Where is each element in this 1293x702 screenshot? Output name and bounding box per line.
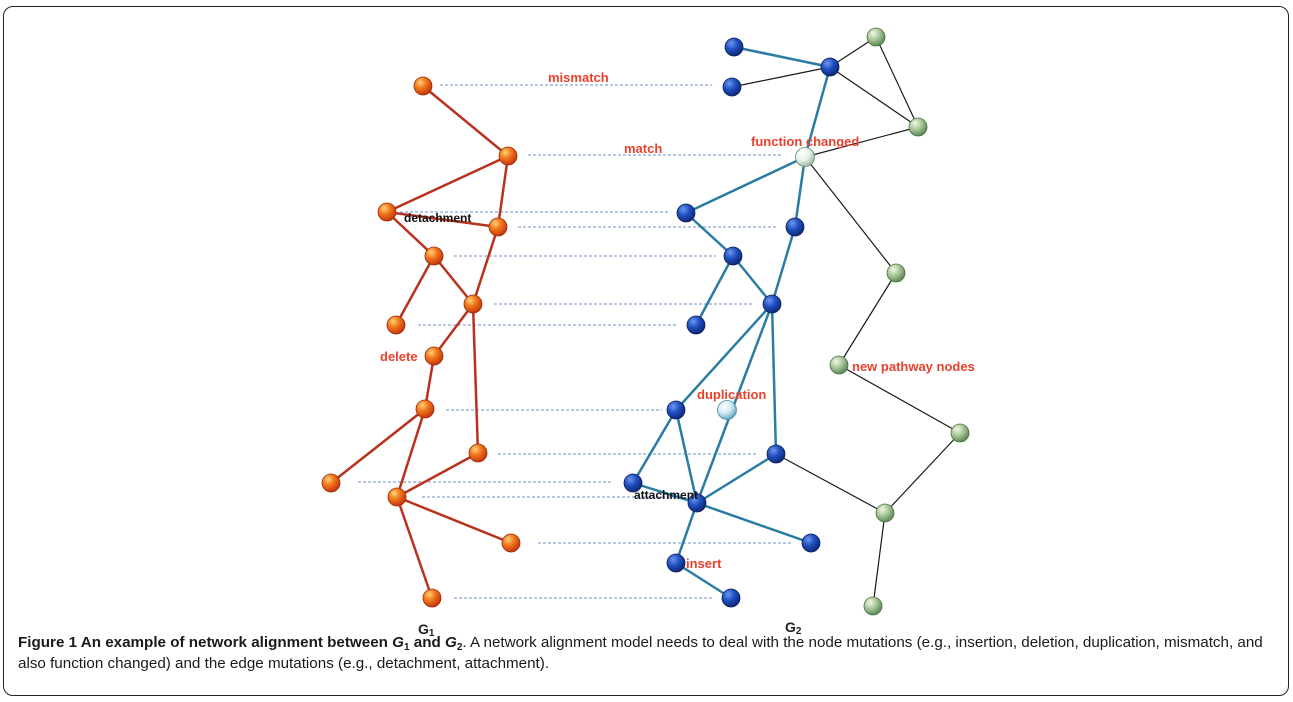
g2-nodes: [623, 37, 840, 608]
g1-node: [424, 346, 444, 366]
g1-node: [498, 146, 518, 166]
figure-frame: [3, 6, 1289, 696]
g2-node: [766, 444, 786, 464]
duplication-node: [717, 400, 737, 420]
g2-node: [666, 553, 686, 573]
g1-node: [415, 399, 435, 419]
g1-node: [463, 294, 483, 314]
g1-node: [377, 202, 397, 222]
g2-node: [687, 493, 707, 513]
label-match: match: [624, 141, 662, 156]
g1-node: [422, 588, 442, 608]
new-pathway-node: [886, 263, 906, 283]
g1-node: [386, 315, 406, 335]
caption-and: and: [409, 634, 445, 651]
new-pathway-node: [829, 355, 849, 375]
g1-node: [321, 473, 341, 493]
graph-label-g2: G2: [785, 619, 802, 637]
label-new-pathway-nodes: new pathway nodes: [852, 359, 975, 374]
g1-node: [488, 217, 508, 237]
g1-node: [413, 76, 433, 96]
figure-caption: Figure 1 An example of network alignment…: [18, 632, 1280, 674]
caption-sub2: 2: [456, 642, 463, 653]
g2-node: [686, 315, 706, 335]
g1-edges: [330, 85, 512, 599]
g2-node: [785, 217, 805, 237]
caption-sub1: 1: [403, 642, 410, 653]
new-pathway-node: [863, 596, 883, 616]
caption-body: A network alignment model needs to deal …: [18, 634, 1263, 672]
new-pathway-node: [908, 117, 928, 137]
label-duplication: duplication: [697, 387, 766, 402]
g2-node: [723, 246, 743, 266]
label-attachment: attachment: [634, 488, 698, 502]
g1-nodes: [321, 76, 521, 608]
g1-node: [501, 533, 521, 553]
new-pathway-node: [950, 423, 970, 443]
g2-node: [666, 400, 686, 420]
label-delete: delete: [380, 349, 418, 364]
g1-node: [424, 246, 444, 266]
graph-label-g1: G1: [418, 621, 435, 639]
caption-prefix: Figure 1 An example of network alignment…: [18, 634, 393, 651]
caption-period: .: [462, 634, 467, 651]
g2-node: [724, 37, 744, 57]
label-function-changed: function changed: [751, 134, 859, 149]
label-insert: insert: [686, 556, 722, 571]
caption-var1: G: [392, 634, 404, 651]
g2-node: [820, 57, 840, 77]
g2-node: [722, 77, 742, 97]
g2-node: [801, 533, 821, 553]
g2-node: [721, 588, 741, 608]
new-pathway-edges: [731, 36, 961, 607]
caption-var2: G: [444, 634, 457, 651]
g2-node: [762, 294, 782, 314]
g2-node: [623, 473, 643, 493]
new-pathway-node: [875, 503, 895, 523]
new-pathway-node: [866, 27, 886, 47]
label-detachment: detachment: [404, 211, 471, 225]
function-changed-node: [795, 147, 815, 167]
alignment-lines: [358, 84, 792, 599]
g2-edges: [631, 45, 832, 600]
g1-node: [387, 487, 407, 507]
label-mismatch: mismatch: [548, 70, 609, 85]
g1-node: [468, 443, 488, 463]
g2-node: [676, 203, 696, 223]
new-pathway-nodes: [829, 27, 970, 616]
